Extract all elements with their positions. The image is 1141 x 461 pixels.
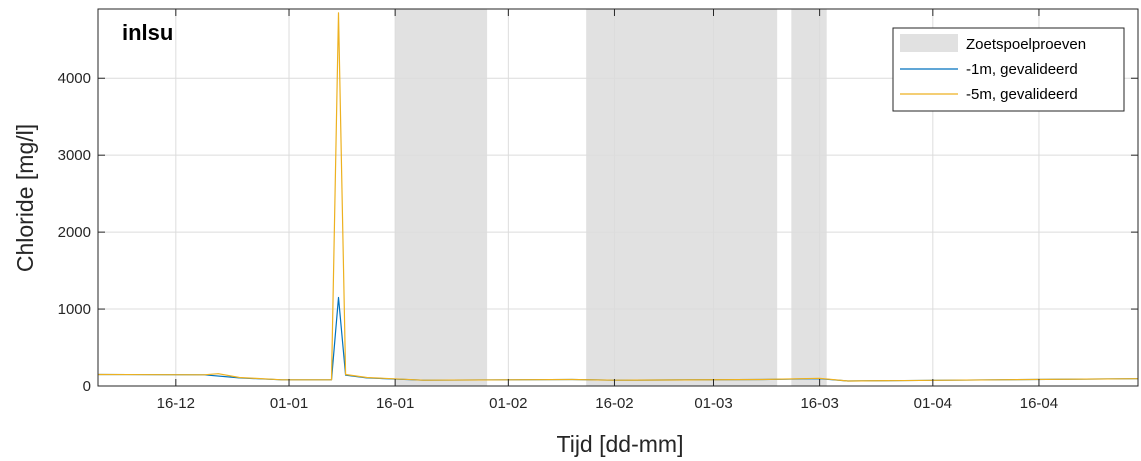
plot-frame <box>97 8 1139 387</box>
chart-title: inlsu <box>122 20 173 45</box>
x-tick-label: 16-04 <box>1020 395 1058 412</box>
x-tick-label: 16-01 <box>376 395 414 412</box>
x-axis-title: Tijd [dd-mm] <box>557 431 684 457</box>
shaded-regions <box>395 9 827 386</box>
legend-swatch-zoetspoelproeven <box>900 34 958 52</box>
y-tick-label: 4000 <box>58 70 91 87</box>
shaded-region-1 <box>395 9 488 386</box>
x-tick-label: 16-02 <box>595 395 633 412</box>
legend-label-series-1: -1m, gevalideerd <box>966 61 1078 78</box>
legend: Zoetspoelproeven -1m, gevalideerd -5m, g… <box>892 27 1125 112</box>
legend-label-zoetspoelproeven: Zoetspoelproeven <box>966 36 1086 53</box>
y-tick-label: 1000 <box>58 301 91 318</box>
shaded-region-3 <box>791 9 827 386</box>
shaded-region-2 <box>586 9 778 386</box>
y-axis-title: Chloride [mg/l] <box>12 124 38 272</box>
y-tick-label: 3000 <box>58 147 91 164</box>
x-tick-label: 01-02 <box>489 395 527 412</box>
legend-label-series-2: -5m, gevalideerd <box>966 86 1078 103</box>
axis-ticks: 16-12 01-01 16-01 01-02 16-02 01-03 16-03 01-04… <box>58 9 1138 412</box>
y-tick-label: 2000 <box>58 224 91 241</box>
x-tick-label: 16-12 <box>157 395 195 412</box>
x-tick-label: 16-03 <box>800 395 838 412</box>
series-line-2 <box>97 12 1139 382</box>
x-tick-label: 01-03 <box>694 395 732 412</box>
x-tick-label: 01-01 <box>270 395 308 412</box>
x-tick-label: 01-04 <box>914 395 952 412</box>
y-tick-label: 0 <box>83 378 91 395</box>
